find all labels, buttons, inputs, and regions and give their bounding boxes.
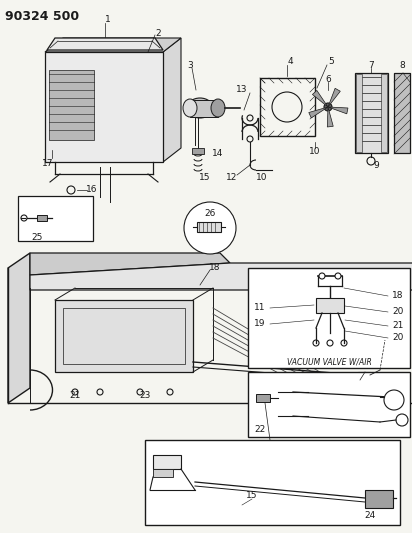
Bar [145,440,400,525]
Text: 13: 13 [236,85,248,94]
Polygon shape [8,253,30,403]
Bar [358,372,370,382]
Text: 5: 5 [328,58,334,67]
Bar [356,74,362,152]
Text: VACUUM VALVE W/AIR: VACUUM VALVE W/AIR [287,358,371,367]
Bar [45,52,163,162]
Text: 23: 23 [139,392,151,400]
Bar [316,298,344,313]
Polygon shape [30,263,412,290]
Bar [248,372,410,437]
Ellipse shape [211,99,225,117]
Text: 15: 15 [199,174,211,182]
Text: 25: 25 [31,233,43,243]
Text: 2: 2 [155,28,161,37]
Text: 6: 6 [325,75,331,84]
Bar [256,394,270,402]
Bar [355,73,388,153]
Circle shape [324,103,332,111]
Bar [37,215,47,221]
Text: 22: 22 [254,424,266,433]
Text: 18: 18 [392,292,404,301]
Polygon shape [309,107,328,118]
Circle shape [384,390,404,410]
Text: 7: 7 [368,61,374,69]
Polygon shape [328,88,340,107]
Text: 1: 1 [105,15,111,25]
Polygon shape [45,38,181,52]
Text: 20: 20 [392,334,404,343]
Text: 4: 4 [287,58,293,67]
Text: 15: 15 [246,490,258,499]
Text: 3: 3 [187,61,193,69]
Ellipse shape [187,98,213,118]
Polygon shape [312,91,328,107]
Bar [63,308,185,364]
Circle shape [184,202,236,254]
Polygon shape [163,38,181,162]
Bar [260,78,315,136]
Bar [190,100,218,117]
Text: 90324 500: 90324 500 [5,10,79,23]
Bar [197,222,221,232]
Text: 21: 21 [69,391,81,400]
Text: 18: 18 [209,262,221,271]
Bar [381,74,387,152]
Bar [55,300,193,372]
Text: 24: 24 [364,511,376,520]
Text: 20: 20 [392,308,404,317]
Bar [18,196,93,241]
Circle shape [335,273,341,279]
Text: 8: 8 [399,61,405,69]
Text: 16: 16 [86,185,98,195]
Text: 19: 19 [254,319,266,328]
Text: 10: 10 [256,174,268,182]
Bar [153,469,173,477]
Polygon shape [327,107,333,127]
Circle shape [319,273,325,279]
Text: 14: 14 [212,149,224,157]
Text: 11: 11 [254,303,266,312]
Polygon shape [328,107,348,114]
Ellipse shape [183,99,197,117]
Text: 21: 21 [392,321,404,330]
Bar [153,455,181,469]
Bar [248,268,410,368]
Bar [394,73,410,153]
Text: 26: 26 [204,208,216,217]
Polygon shape [30,253,230,275]
Text: 12: 12 [226,174,238,182]
Text: 9: 9 [373,161,379,171]
Polygon shape [47,38,163,50]
Bar [49,70,94,140]
Text: 17: 17 [42,158,54,167]
Bar [365,490,393,508]
Circle shape [21,215,27,221]
Text: 10: 10 [309,148,321,157]
Bar [192,148,204,154]
